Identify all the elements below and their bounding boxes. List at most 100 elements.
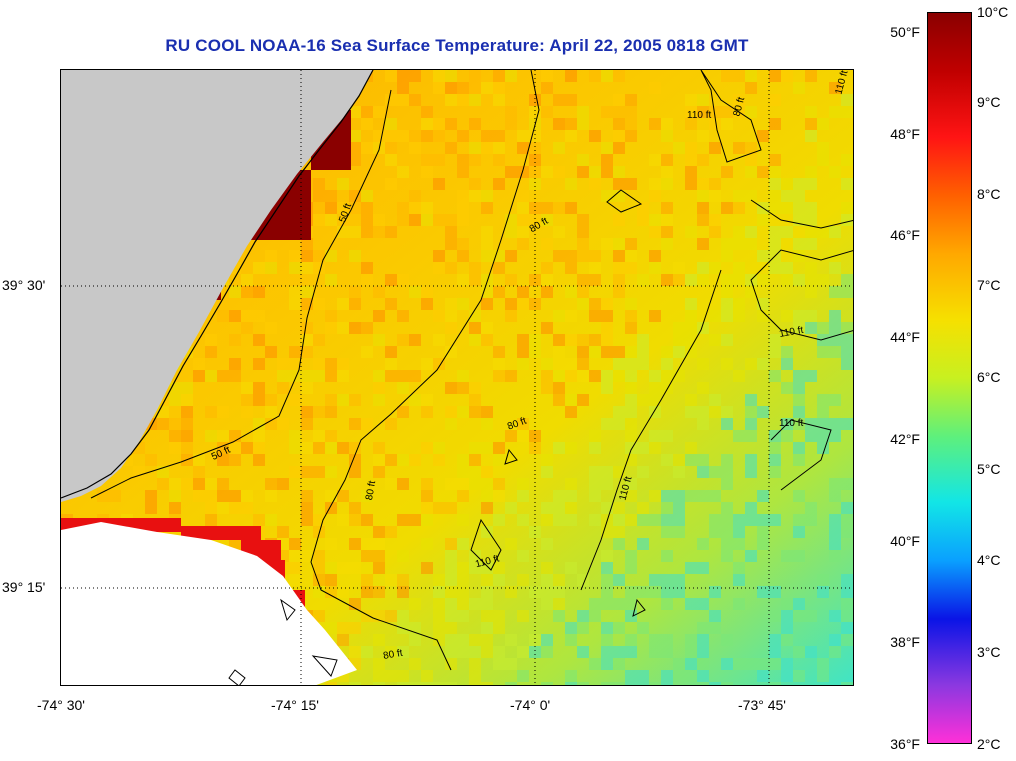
temperature-pixel [697, 238, 709, 250]
temperature-pixel [697, 634, 709, 646]
temperature-pixel [313, 526, 325, 538]
temperature-pixel [493, 346, 505, 358]
temperature-pixel [385, 298, 397, 310]
temperature-pixel [229, 370, 241, 382]
temperature-pixel [625, 562, 637, 574]
temperature-pixel [469, 190, 481, 202]
temperature-pixel [289, 346, 301, 358]
temperature-pixel [349, 298, 361, 310]
temperature-pixel [481, 442, 493, 454]
colorbar-c-label: 3°C [977, 644, 1001, 660]
temperature-pixel [505, 634, 517, 646]
temperature-pixel [241, 394, 253, 406]
temperature-pixel [445, 346, 457, 358]
warm-edge [181, 526, 261, 540]
temperature-pixel [565, 310, 577, 322]
temperature-pixel [241, 442, 253, 454]
temperature-pixel [241, 490, 253, 502]
temperature-pixel [517, 130, 529, 142]
temperature-pixel [673, 322, 685, 334]
temperature-pixel [469, 454, 481, 466]
temperature-pixel [649, 310, 661, 322]
temperature-pixel [661, 430, 673, 442]
temperature-pixel [589, 466, 601, 478]
temperature-pixel [325, 310, 337, 322]
contour-label: 110 ft [779, 418, 803, 429]
temperature-pixel [265, 514, 277, 526]
temperature-pixel [613, 190, 625, 202]
temperature-pixel [637, 442, 649, 454]
temperature-pixel [373, 106, 385, 118]
temperature-pixel [481, 634, 493, 646]
temperature-pixel [541, 286, 553, 298]
temperature-pixel [661, 202, 673, 214]
temperature-pixel [313, 370, 325, 382]
temperature-pixel [601, 586, 613, 598]
temperature-pixel [217, 490, 229, 502]
temperature-pixel [217, 310, 229, 322]
temperature-pixel [481, 322, 493, 334]
temperature-pixel [361, 322, 373, 334]
temperature-pixel [421, 118, 433, 130]
temperature-pixel [349, 622, 361, 634]
temperature-pixel [469, 550, 481, 562]
temperature-pixel [853, 562, 854, 574]
temperature-pixel [529, 334, 541, 346]
temperature-pixel [853, 406, 854, 418]
temperature-pixel [685, 490, 697, 502]
temperature-pixel [229, 502, 241, 514]
colorbar-c-label: 9°C [977, 94, 1001, 110]
temperature-pixel [325, 274, 337, 286]
temperature-pixel [577, 226, 589, 238]
temperature-pixel [625, 310, 637, 322]
temperature-pixel [685, 670, 697, 682]
temperature-pixel [385, 142, 397, 154]
temperature-pixel [721, 538, 733, 550]
temperature-pixel [469, 274, 481, 286]
temperature-pixel [745, 70, 757, 82]
temperature-pixel [613, 274, 625, 286]
temperature-pixel [361, 514, 373, 526]
colorbar-c-label: 10°C [977, 4, 1009, 20]
temperature-pixel [841, 154, 853, 166]
temperature-pixel [373, 214, 385, 226]
temperature-pixel [745, 454, 757, 466]
temperature-pixel [649, 586, 661, 598]
temperature-pixel [829, 610, 841, 622]
temperature-pixel [409, 514, 421, 526]
temperature-pixel [457, 214, 469, 226]
temperature-pixel [445, 478, 457, 490]
temperature-pixel [637, 586, 649, 598]
temperature-pixel [745, 358, 757, 370]
temperature-pixel [493, 658, 505, 670]
temperature-pixel [553, 370, 565, 382]
temperature-pixel [253, 418, 265, 430]
temperature-pixel [625, 478, 637, 490]
temperature-pixel [253, 334, 265, 346]
temperature-pixel [685, 658, 697, 670]
temperature-pixel [757, 250, 769, 262]
temperature-pixel [361, 346, 373, 358]
temperature-pixel [469, 682, 481, 685]
temperature-pixel [673, 526, 685, 538]
temperature-pixel [433, 82, 445, 94]
temperature-pixel [493, 262, 505, 274]
temperature-pixel [793, 322, 805, 334]
temperature-pixel [193, 466, 205, 478]
temperature-pixel [529, 442, 541, 454]
temperature-pixel [793, 490, 805, 502]
chart-title: RU COOL NOAA-16 Sea Surface Temperature:… [165, 36, 749, 55]
temperature-pixel [373, 130, 385, 142]
temperature-pixel [589, 310, 601, 322]
temperature-pixel [637, 358, 649, 370]
temperature-pixel [709, 226, 721, 238]
temperature-pixel [241, 382, 253, 394]
temperature-pixel [613, 406, 625, 418]
temperature-pixel [385, 70, 397, 82]
colorbar [927, 12, 972, 744]
temperature-pixel [817, 346, 829, 358]
temperature-pixel [817, 154, 829, 166]
temperature-pixel [169, 478, 181, 490]
temperature-pixel [769, 586, 781, 598]
temperature-pixel [853, 610, 854, 622]
